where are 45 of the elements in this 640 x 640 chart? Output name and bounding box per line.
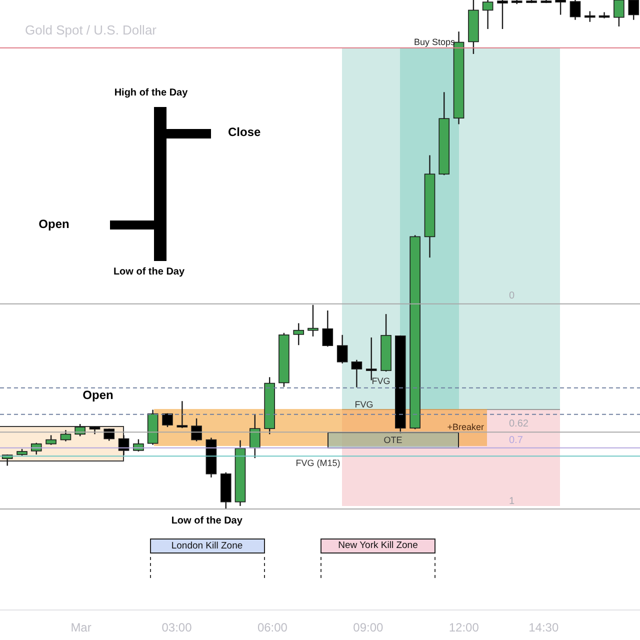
annotation: Open [82, 388, 114, 402]
x-tick-label: 12:00 [448, 620, 480, 635]
annotation: 0.7 [509, 435, 524, 446]
ref-line-label: FVG [354, 399, 374, 410]
candlestick [118, 434, 130, 456]
candlestick [308, 304, 318, 338]
ref-line-label: Buy Stops [414, 36, 456, 47]
x-tick-label: 03:00 [162, 620, 192, 635]
candlestick [584, 10, 596, 22]
candlestick [570, 0, 581, 20]
annotation: High of the Day [114, 88, 188, 98]
annotation: 1 [509, 496, 515, 507]
ref-line-label: FVG [372, 376, 390, 386]
text: London Kill Zone [171, 540, 243, 552]
candlestick [351, 359, 362, 388]
candlestick [322, 310, 334, 348]
text: New York Kill Zone [338, 540, 418, 551]
candlestick [60, 430, 72, 442]
candlestick [46, 434, 56, 446]
candlestick [191, 418, 202, 442]
candlestick [162, 412, 173, 428]
candlestick [104, 428, 115, 442]
annotation: 0 [509, 290, 515, 302]
ref-line-label: FVG (M15) [296, 458, 340, 468]
candlestick [482, 0, 494, 30]
text: Gold Spot / U.S. Dollar [25, 22, 158, 38]
annotation: +Breaker [447, 422, 484, 432]
candlestick [555, 0, 566, 16]
candlestick [614, 0, 624, 28]
candlestick [250, 414, 260, 459]
annotation: 0.62 [509, 418, 529, 430]
x-tick-label: Mar [70, 620, 92, 635]
annotation: Low of the Day [113, 266, 185, 278]
candlestick [497, 0, 508, 30]
candlestick [628, 0, 640, 20]
x-tick-label: 09:00 [353, 620, 384, 635]
candlestick [336, 334, 348, 364]
candlestick [176, 400, 188, 429]
annotation: Low of the Day [171, 516, 243, 526]
annotation: OTE [384, 435, 402, 445]
x-tick-label: 14:30 [528, 620, 559, 635]
candlestick [293, 322, 304, 346]
annotation: Open [38, 217, 70, 231]
x-tick-label: 06:00 [257, 620, 288, 635]
annotation: Close [228, 125, 262, 139]
